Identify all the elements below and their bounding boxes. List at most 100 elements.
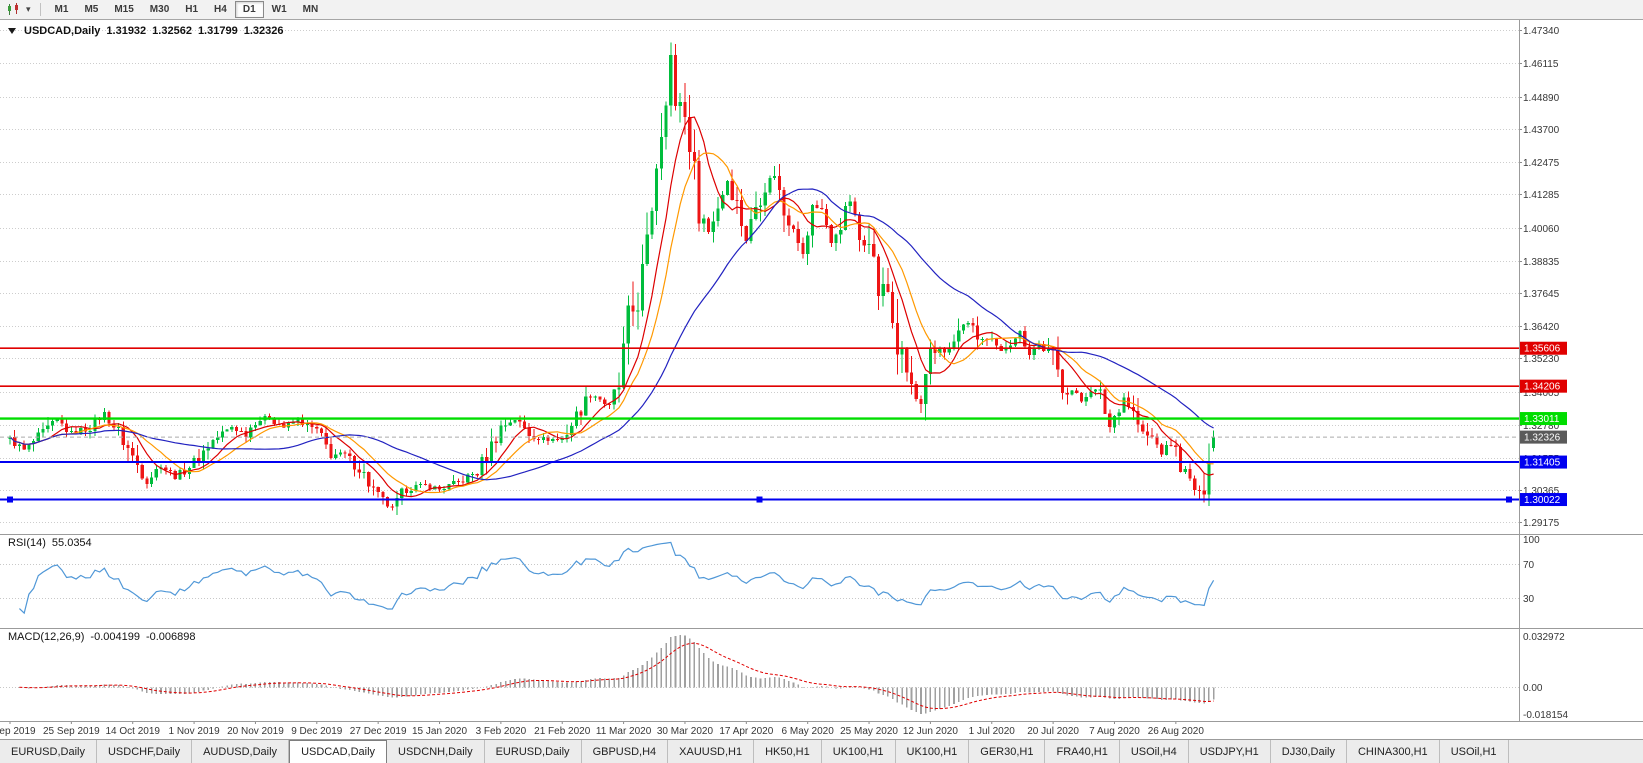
moving-average-lines xyxy=(9,116,1214,498)
svg-text:1.35230: 1.35230 xyxy=(1523,354,1560,365)
svg-text:0.032972: 0.032972 xyxy=(1523,632,1565,643)
svg-text:-0.018154: -0.018154 xyxy=(1523,710,1568,721)
chart-tab-1-usdchf-daily[interactable]: USDCHF,Daily xyxy=(96,740,193,763)
chart-tab-9-uk100-h1[interactable]: UK100,H1 xyxy=(821,740,896,763)
svg-text:20 Nov 2019: 20 Nov 2019 xyxy=(227,726,284,737)
chart-tab-15-dj30-daily[interactable]: DJ30,Daily xyxy=(1270,740,1347,763)
chart-symbol-label: USDCAD,Daily xyxy=(24,25,101,37)
rsi-name: RSI(14) xyxy=(8,537,46,549)
svg-text:20 Jul 2020: 20 Jul 2020 xyxy=(1027,726,1079,737)
candlestick-series xyxy=(8,42,1216,516)
macd-pane: 0.032972 0.00 -0.018154 xyxy=(0,632,1568,721)
hline-selection-handle[interactable] xyxy=(756,496,763,503)
rsi-current-value: 55.0354 xyxy=(51,537,92,549)
svg-text:70: 70 xyxy=(1523,560,1535,571)
chart-tab-3-usdcad-daily[interactable]: USDCAD,Daily xyxy=(289,740,388,763)
pane-separators xyxy=(0,20,1643,722)
horizontal-level-lines[interactable] xyxy=(0,347,1519,503)
macd-name: MACD(12,26,9) xyxy=(8,631,85,643)
svg-text:1.40060: 1.40060 xyxy=(1523,224,1560,235)
chart-tab-5-eurusd-daily[interactable]: EURUSD,Daily xyxy=(484,740,582,763)
chart-tab-2-audusd-daily[interactable]: AUDUSD,Daily xyxy=(192,740,290,763)
timeframe-button-m15[interactable]: M15 xyxy=(114,4,134,15)
date-axis[interactable]: 6 Sep 2019 25 Sep 2019 14 Oct 2019 1 Nov 20… xyxy=(0,721,1204,737)
svg-text:1.37645: 1.37645 xyxy=(1523,289,1560,300)
chart-canvas[interactable]: 1.47340 1.46115 1.44890 1.43700 1.42475 1.412… xyxy=(0,20,1643,739)
chart-tab-0-eurusd-daily[interactable]: EURUSD,Daily xyxy=(0,740,97,763)
timeframe-button-w1[interactable]: W1 xyxy=(271,4,287,15)
svg-text:30 Mar 2020: 30 Mar 2020 xyxy=(657,726,714,737)
rsi-pane: 100 70 30 xyxy=(0,535,1540,615)
svg-text:9 Dec 2019: 9 Dec 2019 xyxy=(291,726,343,737)
macd-signal-value: -0.006898 xyxy=(145,631,196,643)
svg-text:14 Oct 2019: 14 Oct 2019 xyxy=(105,726,160,737)
hline-selection-handle[interactable] xyxy=(1506,496,1512,503)
chart-tab-4-usdcnh-daily[interactable]: USDCNH,Daily xyxy=(387,740,485,763)
chart-tab-13-usoil-h4[interactable]: USOil,H4 xyxy=(1119,740,1189,763)
toolbar-separator xyxy=(39,3,41,16)
svg-text:6 Sep 2019: 6 Sep 2019 xyxy=(0,726,36,737)
timeframe-toolbar: ▾ M1 M5 M15 M30 H1 H4 D1 W1 MN xyxy=(0,0,1643,20)
svg-text:27 Dec 2019: 27 Dec 2019 xyxy=(350,726,407,737)
svg-text:6 May 2020: 6 May 2020 xyxy=(782,726,835,737)
chart-tab-12-fra40-h1[interactable]: FRA40,H1 xyxy=(1045,740,1120,763)
svg-text:1.42475: 1.42475 xyxy=(1523,158,1560,169)
timeframe-button-m30[interactable]: M30 xyxy=(149,4,170,15)
svg-text:12 Jun 2020: 12 Jun 2020 xyxy=(903,726,958,737)
price-grid-lines xyxy=(0,30,1519,523)
svg-text:1 Nov 2019: 1 Nov 2019 xyxy=(169,726,221,737)
chart-tab-14-usdjpy-h1[interactable]: USDJPY,H1 xyxy=(1188,740,1271,763)
chart-type-dropdown-icon[interactable]: ▾ xyxy=(26,4,31,14)
svg-text:1.30365: 1.30365 xyxy=(1523,486,1560,497)
svg-text:1.32326: 1.32326 xyxy=(1524,433,1561,444)
timeframe-button-h1[interactable]: H1 xyxy=(185,4,199,15)
timeframe-button-h4[interactable]: H4 xyxy=(214,4,227,15)
svg-text:1.46115: 1.46115 xyxy=(1523,59,1559,70)
svg-text:100: 100 xyxy=(1523,535,1540,546)
svg-text:1 Jul 2020: 1 Jul 2020 xyxy=(969,726,1016,737)
chart-tab-17-usoil-h1[interactable]: USOil,H1 xyxy=(1439,740,1509,763)
svg-text:1.30022: 1.30022 xyxy=(1524,495,1561,506)
chart-tabs-bar: EURUSD,Daily USDCHF,Daily AUDUSD,Daily USDC… xyxy=(0,739,1643,763)
ohlc-collapse-icon[interactable] xyxy=(8,28,16,34)
svg-text:0.00: 0.00 xyxy=(1523,683,1543,694)
chart-tab-8-hk50-h1[interactable]: HK50,H1 xyxy=(754,740,822,763)
svg-text:1.29175: 1.29175 xyxy=(1523,518,1560,529)
svg-text:1.44890: 1.44890 xyxy=(1523,93,1560,104)
svg-text:1.33011: 1.33011 xyxy=(1524,414,1560,425)
macd-main-value: -0.004199 xyxy=(90,631,140,643)
timeframe-buttons: M1 M5 M15 M30 H1 H4 D1 W1 MN xyxy=(47,1,327,18)
ohlc-close-value: 1.32326 xyxy=(243,25,284,37)
chart-area[interactable]: 1.47340 1.46115 1.44890 1.43700 1.42475 1.412… xyxy=(0,20,1643,739)
hline-selection-handle[interactable] xyxy=(7,496,13,503)
chart-tab-7-xauusd-h1[interactable]: XAUUSD,H1 xyxy=(668,740,755,763)
svg-text:3 Feb 2020: 3 Feb 2020 xyxy=(476,726,527,737)
timeframe-button-m5[interactable]: M5 xyxy=(84,4,99,15)
timeframe-button-d1[interactable]: D1 xyxy=(234,1,264,18)
svg-text:1.43700: 1.43700 xyxy=(1523,125,1560,136)
svg-text:1.34206: 1.34206 xyxy=(1524,382,1561,393)
chart-tab-6-gbpusd-h4[interactable]: GBPUSD,H4 xyxy=(581,740,669,763)
svg-text:21 Feb 2020: 21 Feb 2020 xyxy=(534,726,591,737)
svg-text:1.35606: 1.35606 xyxy=(1524,344,1561,355)
ohlc-high-value: 1.32562 xyxy=(152,25,192,37)
chart-tab-11-ger30-h1[interactable]: GER30,H1 xyxy=(969,740,1046,763)
ohlc-open-value: 1.31932 xyxy=(106,25,147,37)
chart-tab-10-uk100-h1[interactable]: UK100,H1 xyxy=(895,740,970,763)
chart-candlestick-icon[interactable] xyxy=(6,3,21,16)
timeframe-button-mn[interactable]: MN xyxy=(302,4,319,15)
chart-tab-16-china300-h1[interactable]: CHINA300,H1 xyxy=(1346,740,1440,763)
macd-indicator-label: MACD(12,26,9) -0.004199 -0.006898 xyxy=(8,631,196,643)
svg-text:25 Sep 2019: 25 Sep 2019 xyxy=(43,726,100,737)
rsi-indicator-label: RSI(14) 55.0354 xyxy=(8,537,92,549)
svg-text:30: 30 xyxy=(1523,594,1535,605)
chart-ohlc-title: USDCAD,Daily 1.31932 1.32562 1.31799 1.3… xyxy=(8,25,283,37)
svg-text:1.41285: 1.41285 xyxy=(1523,190,1560,201)
svg-text:7 Aug 2020: 7 Aug 2020 xyxy=(1089,726,1140,737)
svg-text:26 Aug 2020: 26 Aug 2020 xyxy=(1148,726,1205,737)
svg-text:17 Apr 2020: 17 Apr 2020 xyxy=(719,726,773,737)
svg-text:11 Mar 2020: 11 Mar 2020 xyxy=(596,726,652,737)
price-axis[interactable]: 1.47340 1.46115 1.44890 1.43700 1.42475 1.412… xyxy=(1519,26,1567,529)
timeframe-button-m1[interactable]: M1 xyxy=(54,4,69,15)
